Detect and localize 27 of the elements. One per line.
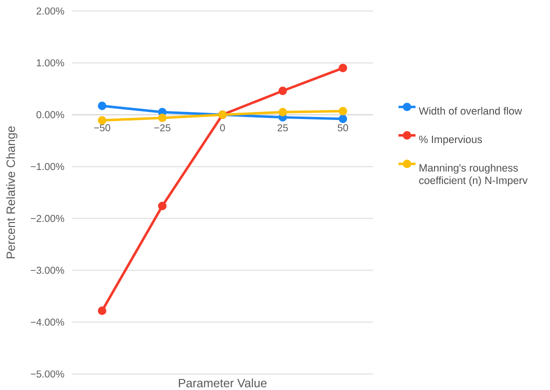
y-tick-label: 0.00% xyxy=(36,111,64,118)
y-tick-label: −1.00% xyxy=(30,163,64,170)
point xyxy=(338,64,348,72)
legend-label: Width of overland flow xyxy=(418,106,522,115)
point xyxy=(278,86,287,96)
point xyxy=(98,306,106,315)
y-axis-title: Percent Relative Change xyxy=(6,126,18,258)
legend-label: % Impervious xyxy=(419,135,482,146)
x-tick-label: 50 xyxy=(338,124,348,132)
x-tick-label: 25 xyxy=(278,124,288,132)
y-tick-label: 1.00% xyxy=(36,59,64,66)
y-tick-label: −5.00% xyxy=(30,370,64,378)
legend-label: Manning's roughness coefficient (n) N-Imperv xyxy=(419,164,528,186)
y-tick-label: −4.00% xyxy=(30,318,64,326)
y-tick-label: −2.00% xyxy=(30,214,64,222)
x-axis-title: Parameter Value xyxy=(178,378,267,388)
point xyxy=(98,102,106,110)
x-tick-label: 0 xyxy=(220,124,225,132)
x-tick-label: −25 xyxy=(154,124,170,132)
y-tick-label: 2.00% xyxy=(36,7,64,15)
y-tick-label: −3.00% xyxy=(30,266,64,274)
point xyxy=(158,114,167,122)
x-tick-label: −50 xyxy=(94,124,110,132)
point xyxy=(338,106,348,116)
point xyxy=(278,108,287,116)
point xyxy=(338,114,348,124)
point xyxy=(158,202,167,210)
